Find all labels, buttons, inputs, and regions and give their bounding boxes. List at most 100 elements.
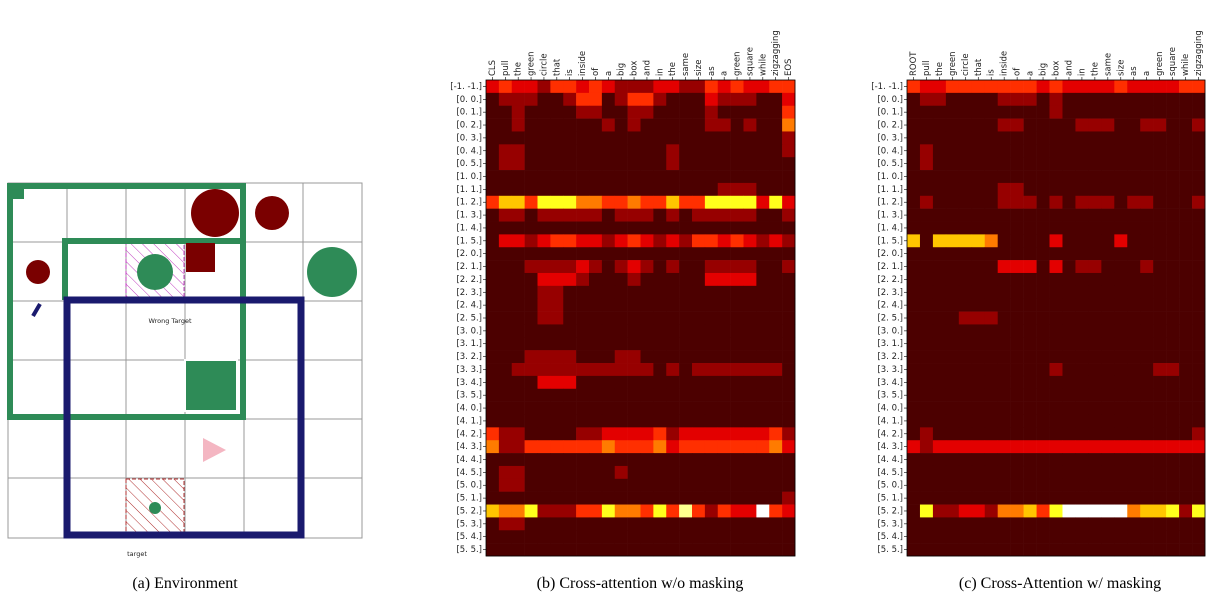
heatmap-cell	[704, 208, 719, 222]
heatmap-cell	[1023, 144, 1037, 158]
heatmap-cell	[601, 80, 616, 94]
heatmap-cell	[589, 131, 603, 145]
heatmap-cell	[589, 375, 603, 390]
heatmap-cell	[1153, 131, 1167, 145]
heatmap-cell	[640, 311, 654, 325]
heatmap-cell	[743, 118, 757, 132]
heatmap-cell	[782, 195, 796, 209]
heatmap-cell	[984, 157, 998, 171]
heatmap-cell	[601, 195, 616, 209]
heatmap-cell	[958, 80, 973, 94]
column-label: and	[642, 60, 652, 76]
heatmap-cell	[1166, 363, 1180, 377]
heatmap-cell	[486, 388, 500, 402]
heatmap-cell	[1114, 453, 1128, 467]
heatmap-cell	[1023, 504, 1037, 518]
heatmap-cell	[1088, 440, 1102, 454]
heatmap-cell	[486, 118, 500, 132]
heatmap-cell	[614, 234, 628, 248]
heatmap-cell	[653, 272, 667, 287]
heatmap-cell	[1179, 517, 1193, 531]
heatmap-cell	[1192, 324, 1206, 338]
heatmap-cell	[782, 478, 796, 492]
row-label: [4. 0.]	[877, 404, 903, 414]
heatmap-cell	[743, 182, 757, 197]
heatmap-cell	[576, 504, 590, 518]
column-label: is	[565, 69, 575, 76]
heatmap-cell	[692, 363, 706, 377]
heatmap-cell	[1101, 272, 1115, 287]
heatmap-cell	[958, 157, 973, 171]
heatmap-cell	[1023, 388, 1037, 402]
heatmap-cell	[1166, 208, 1180, 222]
row-label: [2. 0.]	[456, 249, 482, 259]
heatmap-cell	[1127, 543, 1141, 557]
heatmap-cell	[666, 182, 680, 197]
heatmap-cell	[524, 208, 538, 222]
heatmap-cell	[1114, 247, 1128, 261]
heatmap-cell	[576, 272, 590, 287]
heatmap-cell	[1179, 427, 1193, 441]
heatmap-cell	[743, 517, 757, 531]
heatmap-cell	[704, 234, 719, 248]
heatmap-cell	[679, 530, 693, 544]
heatmap-cell	[743, 105, 757, 119]
heatmap-cell	[782, 234, 796, 248]
heatmap-cell	[1140, 504, 1154, 518]
heatmap-cell	[1101, 247, 1115, 261]
heatmap-cell	[932, 530, 947, 544]
heatmap-cell	[537, 131, 551, 145]
heatmap-cell	[614, 144, 628, 158]
heatmap-cell	[958, 272, 973, 287]
heatmap-cell	[919, 414, 934, 428]
heatmap-cell	[653, 401, 667, 415]
column-label: inside	[1000, 51, 1010, 76]
heatmap-cell	[614, 453, 628, 467]
heatmap-cell	[1166, 465, 1180, 480]
heatmap-cell	[524, 388, 538, 402]
row-label: [4. 2.]	[877, 429, 903, 439]
heatmap-cell	[576, 298, 590, 312]
heatmap-cell	[563, 350, 577, 364]
heatmap-cell	[958, 234, 973, 248]
heatmap-cell	[1023, 92, 1037, 107]
heatmap-cell	[971, 375, 986, 390]
heatmap-cell	[601, 453, 616, 467]
heatmap-cell	[945, 465, 960, 480]
heatmap-cell	[1036, 170, 1050, 184]
heatmap-cell	[653, 337, 667, 351]
heatmap-cell	[919, 453, 934, 467]
heatmap-cell	[743, 465, 757, 480]
heatmap-cell	[997, 92, 1011, 107]
heatmap-cell	[1062, 491, 1076, 505]
heatmap-cell	[743, 388, 757, 402]
row-label: [3. 4.]	[456, 378, 482, 388]
heatmap-cell	[1062, 427, 1076, 441]
heatmap-cell	[563, 427, 577, 441]
heatmap-cell	[589, 182, 603, 197]
heatmap-cell	[1101, 131, 1115, 145]
heatmap-cell	[756, 491, 770, 505]
heatmap-cell	[958, 375, 973, 390]
heatmap-cell	[958, 311, 973, 325]
heatmap-cell	[1127, 208, 1141, 222]
heatmap-cell	[640, 465, 654, 480]
heatmap-cell	[589, 272, 603, 287]
heatmap-cell	[756, 465, 770, 480]
heatmap-cell	[1075, 324, 1089, 338]
heatmap-cell	[653, 311, 667, 325]
heatmap-cell	[919, 221, 934, 235]
heatmap-cell	[932, 311, 947, 325]
heatmap-cell	[511, 543, 525, 557]
heatmap-cell	[692, 517, 706, 531]
heatmap-cell	[1179, 453, 1193, 467]
heatmap-cell	[576, 401, 590, 415]
heatmap-cell	[1179, 131, 1193, 145]
heatmap-cell	[653, 414, 667, 428]
heatmap-cell	[601, 260, 616, 274]
heatmap-cell	[563, 517, 577, 531]
heatmap-cell	[1153, 530, 1167, 544]
heatmap-cell	[666, 311, 680, 325]
heatmap-cell	[984, 170, 998, 184]
